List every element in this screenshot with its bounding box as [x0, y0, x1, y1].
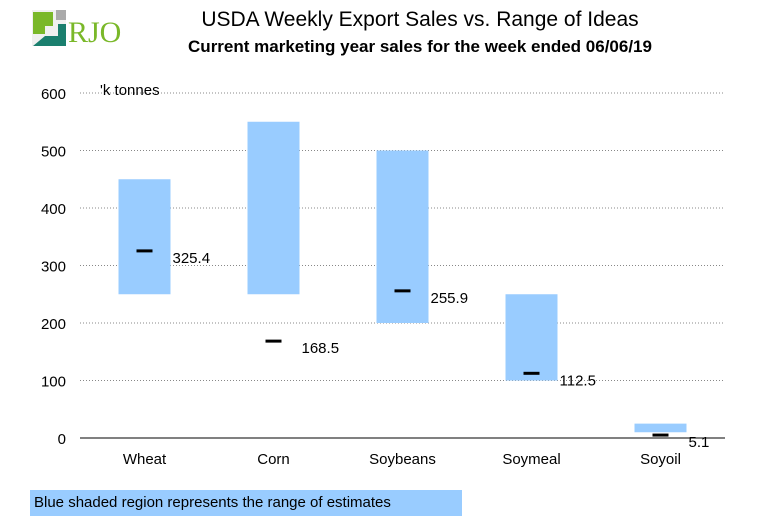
data-label: 112.5: [560, 372, 596, 389]
y-tick-label: 400: [41, 201, 66, 218]
y-tick-label: 500: [41, 144, 66, 161]
x-tick-label: Soyoil: [640, 451, 681, 468]
x-tick-label: Soybeans: [369, 451, 436, 468]
x-tick-label: Wheat: [123, 451, 167, 468]
svg-text:RJO: RJO: [68, 16, 121, 49]
y-tick-label: 100: [41, 374, 66, 391]
y-tick-label: 300: [41, 259, 66, 276]
y-tick-label: 200: [41, 316, 66, 333]
y-tick-label: 600: [41, 86, 66, 103]
chart-title: USDA Weekly Export Sales vs. Range of Id…: [201, 8, 639, 31]
y-axis-label: 'k tonnes: [100, 82, 160, 99]
range-bar: [505, 294, 558, 381]
legend-note: Blue shaded region represents the range …: [30, 490, 462, 516]
data-label: 325.4: [173, 250, 211, 267]
x-tick-label: Corn: [257, 451, 290, 468]
range-bar: [247, 121, 300, 295]
data-label: 5.1: [689, 434, 710, 451]
range-bar: [634, 423, 687, 433]
range-bar: [376, 150, 429, 323]
data-label: 168.5: [302, 340, 340, 357]
range-bar: [118, 179, 171, 295]
chart-subtitle: Current marketing year sales for the wee…: [188, 37, 652, 56]
data-label: 255.9: [431, 290, 469, 307]
y-tick-label: 0: [58, 431, 66, 448]
x-tick-label: Soymeal: [502, 451, 560, 468]
logo: RJO: [32, 10, 121, 49]
